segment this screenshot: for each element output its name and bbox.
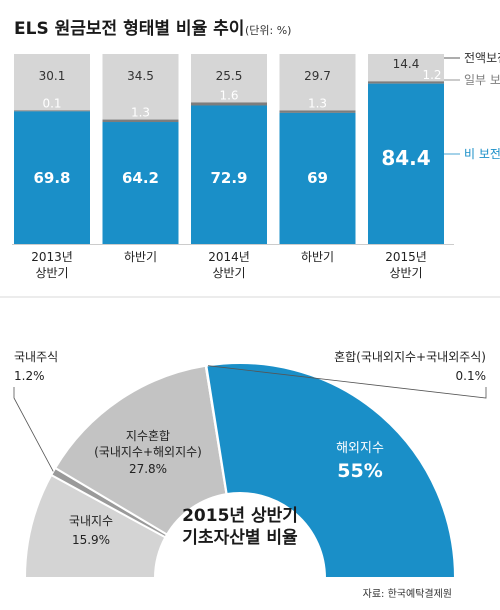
legend-item: 일부 보전 [464, 73, 500, 87]
callout-leader [207, 365, 487, 399]
slice-value: 27.8% [129, 462, 167, 476]
data-label-no-guarantee: 64.2 [122, 169, 159, 187]
bar-segment-no-guarantee [102, 122, 179, 244]
slice-sublabel: (국내지수+해외지수) [94, 445, 202, 459]
x-tick-label: 하반기 [124, 250, 157, 264]
slice-name: 국내지수 [69, 514, 113, 528]
callout-name: 국내주식 [14, 350, 58, 364]
data-label-partial-guarantee: 1.3 [131, 106, 150, 120]
data-label-no-guarantee: 69 [307, 169, 328, 187]
data-label-partial-guarantee: 1.2 [422, 68, 441, 82]
data-label-no-guarantee: 69.8 [33, 169, 70, 187]
data-label-no-guarantee: 84.4 [381, 146, 430, 170]
bar-segment-partial-guarantee [368, 81, 444, 84]
donut-slice [53, 364, 228, 536]
bar-segment-no-guarantee [279, 112, 356, 245]
x-tick-label: 하반기 [301, 250, 334, 264]
donut-slice [205, 362, 457, 579]
data-label-partial-guarantee: 1.6 [219, 88, 238, 102]
callout-name: 혼합(국내외지수+국내외주식) [334, 350, 486, 364]
legend-item: 전액보전 [464, 51, 500, 65]
half-donut-chart: 국내지수 15.9% 지수혼합 (국내지수+해외지수) 27.8% 해외지수 55% 국내주식… [13, 350, 487, 579]
x-tick-label: 상반기 [212, 266, 245, 280]
slice-name: 지수혼합 [126, 429, 170, 443]
data-label-partial-guarantee: 1.3 [308, 96, 327, 110]
bar-segment-no-guarantee [191, 105, 267, 245]
bar-segment-full-guarantee [102, 54, 179, 120]
bar-segment-full-guarantee [14, 54, 90, 111]
bar-segment-partial-guarantee [14, 110, 90, 112]
data-label-full-guarantee: 34.5 [127, 69, 154, 83]
callout-value: 1.2% [14, 369, 45, 383]
x-tick-label: 2014년 [208, 250, 250, 264]
data-label-full-guarantee: 25.5 [216, 69, 243, 83]
x-tick-label: 2013년 [31, 250, 73, 264]
bar-legend: 전액보전일부 보전비 보전 [444, 51, 500, 161]
slice-name: 해외지수 [336, 441, 384, 456]
bar-segment-partial-guarantee [191, 102, 267, 106]
x-tick-label: 상반기 [35, 266, 68, 280]
donut-title: 2015년 상반기 [182, 506, 298, 526]
bar-segment-full-guarantee [279, 54, 356, 111]
callout-leader [13, 387, 54, 472]
data-label-full-guarantee: 29.7 [304, 69, 331, 83]
bar-segment-partial-guarantee [279, 110, 356, 113]
x-tick-label: 2015년 [385, 250, 427, 264]
slice-value: 15.9% [72, 533, 110, 547]
bar-segment-no-guarantee [368, 83, 444, 244]
bar-segment-full-guarantee [368, 54, 444, 82]
bar-segment-full-guarantee [191, 54, 267, 103]
source-note: 자료: 한국예탁결제원 [363, 588, 452, 600]
slice-value: 55% [337, 460, 382, 482]
donut-title: 기초자산별 비율 [182, 528, 298, 548]
bar-segment-no-guarantee [14, 111, 90, 244]
legend-item: 비 보전 [464, 147, 500, 161]
bar-segment-partial-guarantee [102, 119, 179, 123]
data-label-full-guarantee: 14.4 [393, 57, 420, 71]
data-label-full-guarantee: 30.1 [39, 69, 66, 83]
data-label-no-guarantee: 72.9 [210, 169, 247, 187]
callout-value: 0.1% [456, 369, 487, 383]
bar-chart-title: ELS 원금보전 형태별 비율 추이 [14, 18, 244, 39]
data-label-partial-guarantee: 0.1 [42, 96, 61, 110]
x-tick-label: 상반기 [389, 266, 422, 280]
bar-chart-unit: (단위: %) [245, 24, 291, 37]
